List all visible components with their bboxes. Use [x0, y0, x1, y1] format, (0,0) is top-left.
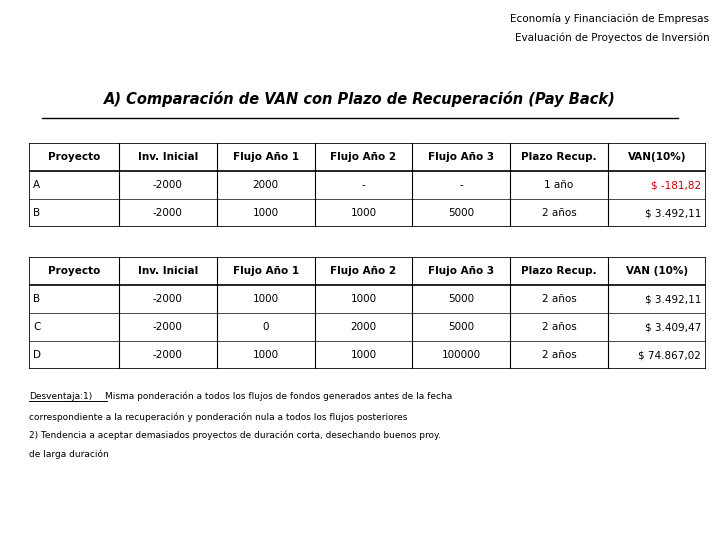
- Text: A: A: [33, 180, 40, 190]
- Text: -2000: -2000: [153, 350, 183, 360]
- Text: Economía y Financiación de Empresas: Economía y Financiación de Empresas: [510, 14, 709, 24]
- Text: 1 año: 1 año: [544, 180, 574, 190]
- Text: 2 años: 2 años: [541, 208, 576, 218]
- Text: correspondiente a la recuperación y ponderación nula a todos los flujos posterio: correspondiente a la recuperación y pond…: [29, 412, 408, 422]
- Text: 1000: 1000: [253, 294, 279, 304]
- Text: 1000: 1000: [351, 208, 377, 218]
- Text: 1000: 1000: [351, 350, 377, 360]
- Text: Proyecto: Proyecto: [48, 152, 100, 162]
- Text: Flujo Año 1: Flujo Año 1: [233, 152, 299, 162]
- Text: $ 3.492,11: $ 3.492,11: [645, 208, 701, 218]
- Text: 2) Tendencia a aceptar demasiados proyectos de duración corta, desechando buenos: 2) Tendencia a aceptar demasiados proyec…: [29, 431, 441, 441]
- Text: Plazo Recup.: Plazo Recup.: [521, 152, 597, 162]
- Text: Flujo Año 3: Flujo Año 3: [428, 152, 494, 162]
- Text: -: -: [361, 180, 365, 190]
- Text: -2000: -2000: [153, 208, 183, 218]
- Text: Misma ponderación a todos los flujos de fondos generados antes de la fecha: Misma ponderación a todos los flujos de …: [105, 392, 453, 401]
- Text: 100000: 100000: [441, 350, 481, 360]
- Text: 2 años: 2 años: [541, 350, 576, 360]
- Text: Inv. Inicial: Inv. Inicial: [138, 266, 198, 276]
- Text: Inv. Inicial: Inv. Inicial: [138, 152, 198, 162]
- Text: -2000: -2000: [153, 180, 183, 190]
- Text: A) Comparación de VAN con Plazo de Recuperación (Pay Back): A) Comparación de VAN con Plazo de Recup…: [104, 91, 616, 107]
- Text: 5000: 5000: [448, 322, 474, 332]
- Text: Proyecto: Proyecto: [48, 266, 100, 276]
- Text: D: D: [33, 350, 41, 360]
- Text: 1000: 1000: [253, 208, 279, 218]
- Text: Plazo Recup.: Plazo Recup.: [521, 266, 597, 276]
- Text: 2 años: 2 años: [541, 294, 576, 304]
- Text: -: -: [459, 180, 463, 190]
- Text: 1000: 1000: [253, 350, 279, 360]
- Text: -2000: -2000: [153, 294, 183, 304]
- Text: Flujo Año 1: Flujo Año 1: [233, 266, 299, 276]
- Text: Flujo Año 2: Flujo Año 2: [330, 266, 397, 276]
- Text: C: C: [33, 322, 40, 332]
- Text: 0: 0: [262, 322, 269, 332]
- Text: 1000: 1000: [351, 294, 377, 304]
- Text: de larga duración: de larga duración: [29, 450, 109, 460]
- Text: Desventaja:1): Desventaja:1): [29, 392, 92, 401]
- Text: 2000: 2000: [351, 322, 377, 332]
- Text: $ 3.492,11: $ 3.492,11: [645, 294, 701, 304]
- Text: $ 74.867,02: $ 74.867,02: [639, 350, 701, 360]
- Text: 5000: 5000: [448, 294, 474, 304]
- Text: B: B: [33, 294, 40, 304]
- Text: $ 3.409,47: $ 3.409,47: [645, 322, 701, 332]
- Text: VAN (10%): VAN (10%): [626, 266, 688, 276]
- Text: Flujo Año 3: Flujo Año 3: [428, 266, 494, 276]
- Text: Evaluación de Proyectos de Inversión: Evaluación de Proyectos de Inversión: [515, 32, 709, 43]
- Text: 2 años: 2 años: [541, 322, 576, 332]
- Text: $ -181,82: $ -181,82: [651, 180, 701, 190]
- Text: VAN(10%): VAN(10%): [627, 152, 686, 162]
- Text: 5000: 5000: [448, 208, 474, 218]
- Text: Flujo Año 2: Flujo Año 2: [330, 152, 397, 162]
- Text: 2000: 2000: [253, 180, 279, 190]
- Text: -2000: -2000: [153, 322, 183, 332]
- Text: B: B: [33, 208, 40, 218]
